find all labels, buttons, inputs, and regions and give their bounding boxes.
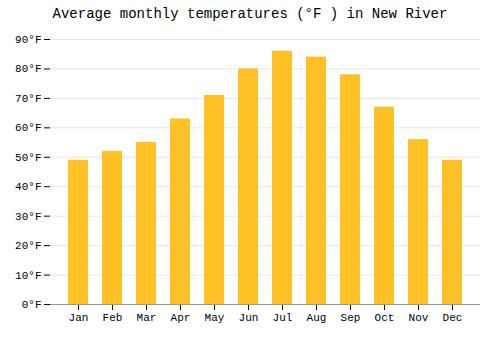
svg-text:Apr: Apr: [171, 312, 191, 324]
svg-text:60°F: 60°F: [15, 122, 41, 134]
svg-text:Oct: Oct: [375, 312, 395, 324]
svg-text:10°F: 10°F: [15, 270, 41, 282]
svg-text:Sep: Sep: [341, 312, 361, 324]
svg-text:Jun: Jun: [239, 312, 259, 324]
svg-text:Dec: Dec: [443, 312, 463, 324]
svg-text:40°F: 40°F: [15, 181, 41, 193]
svg-text:90°F: 90°F: [15, 34, 41, 46]
svg-text:Aug: Aug: [307, 312, 327, 324]
svg-text:Mar: Mar: [137, 312, 157, 324]
svg-text:20°F: 20°F: [15, 240, 41, 252]
svg-text:30°F: 30°F: [15, 211, 41, 223]
svg-text:May: May: [205, 312, 225, 324]
svg-text:50°F: 50°F: [15, 152, 41, 164]
svg-text:80°F: 80°F: [15, 63, 41, 75]
svg-text:Feb: Feb: [103, 312, 123, 324]
svg-text:70°F: 70°F: [15, 93, 41, 105]
svg-text:Jan: Jan: [69, 312, 89, 324]
svg-text:0°F: 0°F: [22, 299, 42, 311]
svg-text:Jul: Jul: [273, 312, 293, 324]
html-text:Average monthly temperatures (: Average monthly temperatures (°F ) in Ne…: [52, 6, 448, 22]
svg-text:Nov: Nov: [409, 312, 429, 324]
